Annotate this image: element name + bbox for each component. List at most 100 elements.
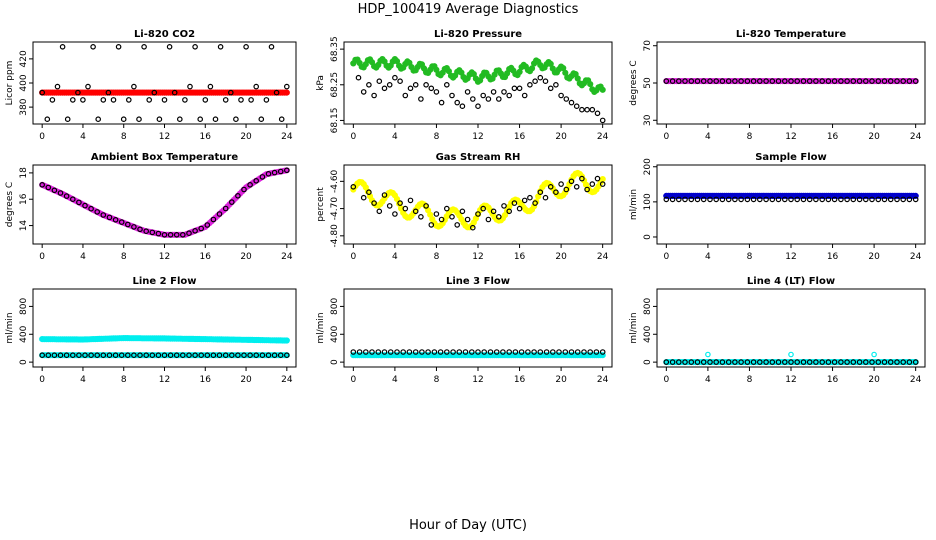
data-point [568,349,575,355]
data-point [547,85,554,92]
panel-2: Li-820 Pressure 0 4 8 12 16 20 24 68.15 68.25 68.3… [316,29,613,142]
data-point [222,352,229,359]
x-tick-label: 16 [200,132,212,142]
x-tick-label: 4 [705,252,711,262]
data-point [112,352,119,359]
data-point [376,78,383,85]
data-point [531,349,537,355]
x-tick-label: 16 [200,252,212,262]
data-point [481,349,488,355]
y-tick-label: -4.60 [330,169,340,193]
data-point [149,229,156,236]
y-axis-label: ml/min [629,312,639,343]
data-point [283,167,290,174]
x-tick-label: 0 [350,375,356,385]
data-point [819,359,826,365]
data-point [125,221,131,228]
x-tick-label: 4 [705,132,711,142]
panel-1: Li-820 CO2 0 4 8 12 16 20 24 380 400 420 Licor ppm [5,29,297,142]
data-point [115,43,122,50]
data-point [713,359,720,365]
data-point [663,196,670,203]
series-black [350,349,606,355]
x-tick-label: 4 [705,375,711,385]
data-point [371,200,377,206]
data-point [241,352,247,359]
data-point [112,217,119,223]
data-point [694,78,701,84]
data-point [750,196,757,203]
data-point [192,43,198,50]
data-point [869,196,875,203]
data-point [763,196,769,203]
data-point [694,359,701,365]
data-point [212,116,219,123]
data-point [501,89,507,95]
series-black [39,167,290,238]
data-point [719,78,726,84]
data-point [707,359,713,365]
data-point [568,99,575,106]
data-point [381,192,388,198]
y-tick-label: 800 [330,298,340,315]
data-point [537,189,544,196]
data-point [881,196,888,203]
data-point [271,352,278,359]
data-point [187,83,193,90]
series-black [663,196,919,203]
data-point [82,352,88,359]
x-tick-label: 20 [555,132,567,142]
data-point [838,78,844,84]
data-point [675,196,682,203]
data-point [100,352,107,359]
data-point [794,359,801,365]
x-tick-label: 0 [39,252,45,262]
data-point [700,196,707,203]
data-point [581,349,587,355]
plot-frame [32,41,297,125]
data-point [216,352,223,359]
data-point [705,351,711,358]
panel-title: Ambient Box Temperature [91,152,238,163]
x-tick-label: 8 [434,375,440,385]
data-point [707,78,713,84]
x-tick-label: 8 [747,375,753,385]
y-axis-label: degrees C [5,182,15,227]
data-point [894,196,900,203]
data-point [350,184,357,190]
x-tick-label: 4 [392,375,398,385]
x-tick-label: 8 [121,252,127,262]
data-point [682,78,688,84]
x-tick-label: 20 [240,252,252,262]
y-tick-label: 50 [643,77,653,89]
data-point [516,205,523,212]
x-tick-label: 0 [663,375,669,385]
data-point [247,352,253,359]
data-point [806,196,813,203]
data-point [171,89,178,96]
data-point [253,352,260,359]
x-tick-label: 12 [785,375,796,385]
data-point [360,89,367,95]
data-point [719,196,726,203]
plot-frame [656,288,926,368]
y-tick-label: 380 [19,98,29,115]
data-point [57,352,64,359]
page-title: HDP_100419 Average Diagnostics [357,2,579,17]
data-point [412,349,419,355]
x-tick-label: 16 [514,132,526,142]
data-point [258,116,265,123]
data-point [480,205,487,212]
y-tick-label: 800 [19,298,29,315]
data-point [594,175,601,182]
data-point [419,349,425,355]
data-point [871,351,877,358]
x-tick-label: 12 [159,375,170,385]
y-axis-label: degrees C [629,60,639,105]
data-point [894,78,900,84]
data-point [277,168,284,175]
data-point [106,214,113,221]
data-point [769,196,776,203]
data-point [192,352,198,359]
